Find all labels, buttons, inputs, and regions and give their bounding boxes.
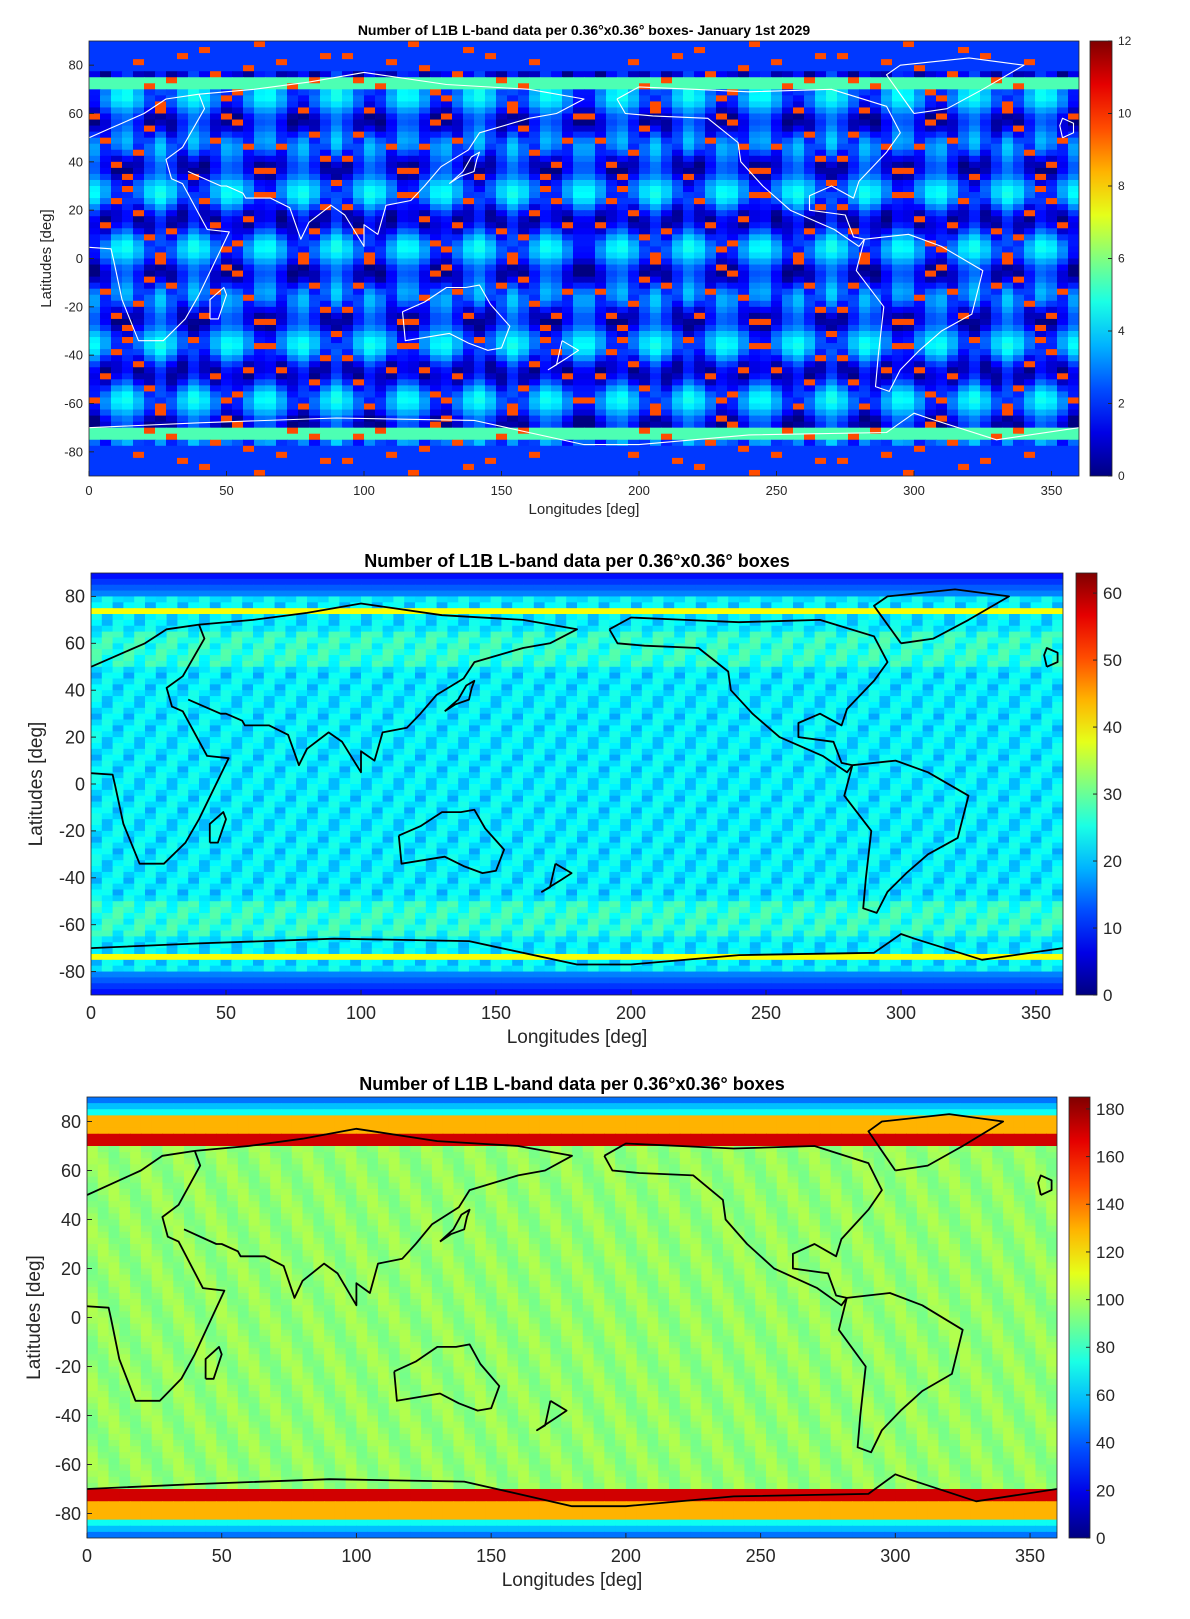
colorbar-tick-label: 10 [1103,919,1122,938]
x-tick-label: 0 [82,1546,92,1566]
x-tick-label: 200 [628,483,650,498]
y-tick-label: 0 [76,251,83,266]
x-tick-label: 100 [341,1546,371,1566]
y-tick-label: 20 [61,1259,81,1279]
colorbar [1076,573,1097,995]
y-tick-label: 20 [65,727,85,747]
x-tick-label: 150 [481,1003,511,1023]
colorbar-tick-label: 60 [1096,1386,1115,1405]
colorbar-tick-label: 0 [1118,469,1125,483]
y-axis-label: Latitudes [deg] [38,209,55,307]
chart-panel-1: Number of L1B L-band data per 0.36°x0.36… [0,0,1190,530]
x-tick-label: 0 [85,483,92,498]
y-tick-label: -40 [64,348,83,363]
x-tick-label: 50 [219,483,233,498]
chart-2-svg: Number of L1B L-band data per 0.36°x0.36… [0,540,1190,1065]
y-tick-label: 20 [69,203,83,218]
y-tick-label: -20 [64,299,83,314]
colorbar-tick-label: 4 [1118,324,1125,338]
colorbar-tick-label: 8 [1118,179,1125,193]
y-tick-label: 40 [65,681,85,701]
colorbar-tick-label: 140 [1096,1195,1124,1214]
colorbar [1069,1097,1090,1538]
x-axis-label: Longitudes [deg] [529,501,640,518]
y-tick-label: 40 [69,154,83,169]
colorbar-tick-label: 40 [1096,1434,1115,1453]
x-axis-label: Longitudes [deg] [507,1027,648,1048]
chart-3-svg: Number of L1B L-band data per 0.36°x0.36… [0,1070,1190,1614]
x-tick-label: 350 [1021,1003,1051,1023]
colorbar-tick-label: 0 [1096,1529,1105,1548]
colorbar-tick-label: 60 [1103,584,1122,603]
y-tick-label: 80 [65,587,85,607]
y-axis-label: Latitudes [deg] [24,1255,45,1380]
x-tick-label: 200 [611,1546,641,1566]
colorbar-tick-label: 30 [1103,785,1122,804]
colorbar-tick-label: 100 [1096,1291,1124,1310]
x-tick-label: 150 [491,483,513,498]
colorbar-tick-label: 160 [1096,1148,1124,1167]
y-tick-label: -80 [55,1504,81,1524]
x-tick-label: 250 [751,1003,781,1023]
y-tick-label: -20 [55,1357,81,1377]
y-tick-label: -60 [59,915,85,935]
colorbar-tick-label: 12 [1118,34,1132,48]
x-tick-label: 50 [212,1546,232,1566]
x-tick-label: 50 [216,1003,236,1023]
y-tick-label: -60 [55,1455,81,1475]
y-tick-label: 40 [61,1210,81,1230]
x-tick-label: 100 [353,483,375,498]
chart-1-svg: Number of L1B L-band data per 0.36°x0.36… [0,0,1190,530]
y-tick-label: -60 [64,396,83,411]
y-tick-label: 0 [75,774,85,794]
x-tick-label: 300 [903,483,925,498]
colorbar-tick-label: 6 [1118,252,1125,266]
x-tick-label: 200 [616,1003,646,1023]
x-tick-label: 150 [476,1546,506,1566]
colorbar-tick-label: 40 [1103,718,1122,737]
x-tick-label: 0 [86,1003,96,1023]
y-tick-label: 60 [61,1161,81,1181]
x-tick-label: 250 [746,1546,776,1566]
x-tick-label: 350 [1041,483,1063,498]
colorbar-tick-label: 50 [1103,651,1122,670]
y-tick-label: 0 [71,1308,81,1328]
y-axis-label: Latitudes [deg] [26,722,47,847]
x-tick-label: 250 [766,483,788,498]
x-tick-label: 100 [346,1003,376,1023]
y-tick-label: 80 [69,58,83,73]
y-tick-label: -80 [64,444,83,459]
x-tick-label: 300 [886,1003,916,1023]
heatmap-field [91,573,1064,996]
chart-title: Number of L1B L-band data per 0.36°x0.36… [358,22,811,38]
y-tick-label: 60 [65,634,85,654]
colorbar-tick-label: 20 [1096,1481,1115,1500]
colorbar-tick-label: 20 [1103,852,1122,871]
colorbar-tick-label: 2 [1118,397,1125,411]
y-tick-label: -20 [59,821,85,841]
x-tick-label: 350 [1015,1546,1045,1566]
heatmap-field [89,41,1080,477]
colorbar-tick-label: 10 [1118,107,1132,121]
chart-title: Number of L1B L-band data per 0.36°x0.36… [359,1074,785,1094]
chart-title: Number of L1B L-band data per 0.36°x0.36… [364,551,790,571]
chart-panel-3: Number of L1B L-band data per 0.36°x0.36… [0,1070,1190,1614]
x-axis-label: Longitudes [deg] [502,1570,643,1591]
x-tick-label: 300 [880,1546,910,1566]
chart-panel-2: Number of L1B L-band data per 0.36°x0.36… [0,540,1190,1065]
colorbar-tick-label: 0 [1103,986,1112,1005]
y-tick-label: 60 [69,106,83,121]
y-tick-label: -80 [59,962,85,982]
y-tick-label: -40 [55,1406,81,1426]
colorbar-tick-label: 120 [1096,1243,1124,1262]
y-tick-label: 80 [61,1112,81,1132]
colorbar-tick-label: 180 [1096,1100,1124,1119]
y-tick-label: -40 [59,868,85,888]
colorbar-tick-label: 80 [1096,1338,1115,1357]
heatmap-field [87,1097,1058,1539]
